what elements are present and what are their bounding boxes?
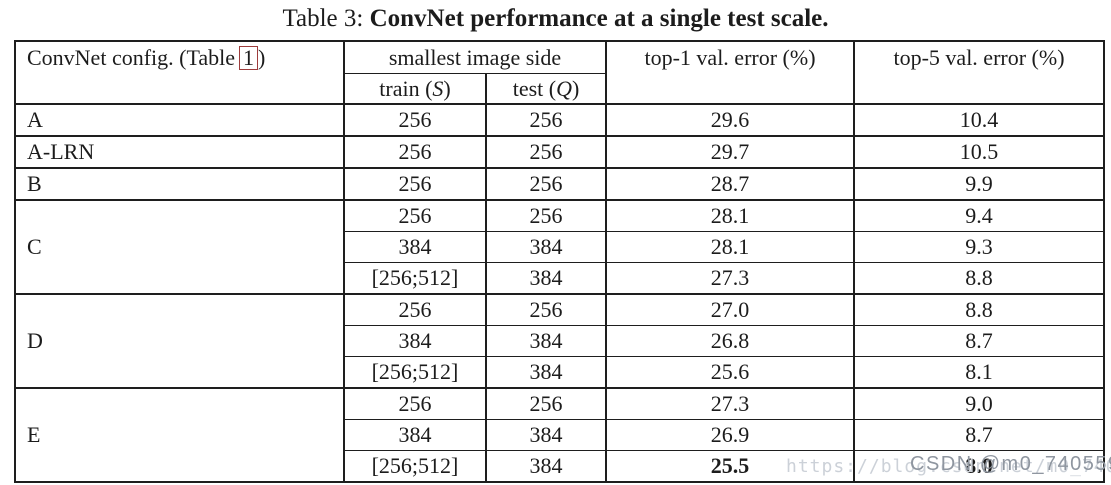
top1-cell: 26.9 — [605, 419, 855, 451]
train-cell: 384 — [343, 419, 486, 451]
top1-cell: 26.8 — [605, 325, 855, 357]
config-cell-A: A — [14, 103, 344, 136]
train-cell: 256 — [343, 293, 486, 326]
test-cell: 384 — [484, 262, 607, 294]
top5-cell-best: 8.0 — [853, 450, 1105, 482]
top5-cell: 9.9 — [853, 167, 1105, 200]
top5-cell: 8.7 — [853, 325, 1105, 357]
train-cell: 256 — [343, 135, 486, 168]
config-cell-B: B — [14, 167, 344, 200]
config-cell-A-LRN: A-LRN — [14, 135, 344, 168]
table-row: C 256 256 28.1 9.4 — [14, 199, 1105, 294]
test-cell: 256 — [484, 199, 607, 232]
config-cell-E: E — [14, 387, 344, 482]
top1-cell: 28.1 — [605, 231, 855, 263]
train-cell: 256 — [343, 387, 486, 420]
config-header-text: ConvNet config. (Table — [27, 45, 236, 70]
col-header-config: ConvNet config. (Table 1) — [14, 41, 344, 104]
config-cell-C: C — [14, 199, 344, 294]
top1-cell: 27.3 — [605, 387, 855, 420]
table-row: [256;512] 384 27.3 8.8 — [15, 262, 1105, 294]
title-prefix: Table 3: — [282, 5, 370, 32]
train-cell: 256 — [343, 103, 486, 136]
train-var-S: S — [432, 75, 444, 101]
table-row: [256;512] 384 25.5 8.0 — [15, 450, 1105, 482]
top1-cell: 25.6 — [605, 356, 855, 388]
test-cell: 384 — [484, 419, 607, 451]
table-row: A-LRN 256 256 29.7 10.5 — [14, 135, 1105, 168]
top1-cell: 29.7 — [605, 135, 855, 168]
top5-cell: 10.5 — [853, 135, 1105, 168]
top5-cell: 8.1 — [853, 356, 1105, 388]
train-cell: 384 — [343, 231, 486, 263]
top1-cell: 27.0 — [605, 293, 855, 326]
table-row: A 256 256 29.6 10.4 — [14, 103, 1105, 136]
table-row: D 256 256 27.0 8.8 — [14, 293, 1105, 388]
top5-cell: 9.3 — [853, 231, 1105, 263]
table-row: B 256 256 28.7 9.9 — [14, 167, 1105, 200]
test-cell: 384 — [484, 356, 607, 388]
top5-cell: 9.0 — [853, 387, 1105, 420]
config-cell-D: D — [14, 293, 344, 388]
col-header-top5: top-5 val. error (%) — [853, 41, 1105, 104]
train-cell: 256 — [343, 167, 486, 200]
col-header-top1: top-1 val. error (%) — [605, 41, 855, 104]
top5-cell: 8.8 — [853, 262, 1105, 294]
test-cell: 256 — [484, 293, 607, 326]
top1-cell: 29.6 — [605, 103, 855, 136]
top5-cell: 10.4 — [853, 103, 1105, 136]
col-header-test: test (Q) — [484, 73, 607, 104]
top5-cell: 9.4 — [853, 199, 1105, 232]
test-cell: 256 — [484, 135, 607, 168]
header-row-2: train (S) test (Q) — [15, 73, 1104, 104]
test-cell: 256 — [484, 103, 607, 136]
train-cell: [256;512] — [343, 262, 486, 294]
top1-cell-best: 25.5 — [605, 450, 855, 482]
top5-cell: 8.8 — [853, 293, 1105, 326]
table-row: 384 384 26.9 8.7 — [15, 419, 1105, 451]
test-cell: 256 — [484, 167, 607, 200]
table-row: [256;512] 384 25.6 8.1 — [15, 356, 1105, 388]
test-cell: 256 — [484, 387, 607, 420]
test-cell: 384 — [484, 325, 607, 357]
page-title: Table 3: ConvNet performance at a single… — [0, 5, 1111, 33]
results-table: ConvNet config. (Table 1) smallest image … — [14, 40, 1106, 483]
table-row: 384 384 28.1 9.3 — [15, 231, 1105, 263]
table-1-link[interactable]: 1 — [239, 46, 259, 70]
top5-cell: 8.7 — [853, 419, 1105, 451]
top1-cell: 27.3 — [605, 262, 855, 294]
col-header-train: train (S) — [343, 73, 486, 104]
train-cell: 256 — [343, 199, 486, 232]
table-row: E 256 256 27.3 9.0 — [14, 387, 1105, 482]
train-cell: 384 — [343, 325, 486, 357]
config-header-close: ) — [258, 45, 266, 70]
col-header-smallest-image-side: smallest image side — [342, 41, 607, 74]
train-cell: [256;512] — [343, 450, 486, 482]
train-cell: [256;512] — [343, 356, 486, 388]
title-main: ConvNet performance at a single test sca… — [369, 5, 829, 32]
top1-cell: 28.1 — [605, 199, 855, 232]
test-var-Q: Q — [556, 75, 572, 101]
test-cell: 384 — [484, 450, 607, 482]
test-cell: 384 — [484, 231, 607, 263]
table-row: 384 384 26.8 8.7 — [15, 325, 1105, 357]
top1-cell: 28.7 — [605, 167, 855, 200]
header-row-1: ConvNet config. (Table 1) smallest image … — [14, 41, 1105, 104]
